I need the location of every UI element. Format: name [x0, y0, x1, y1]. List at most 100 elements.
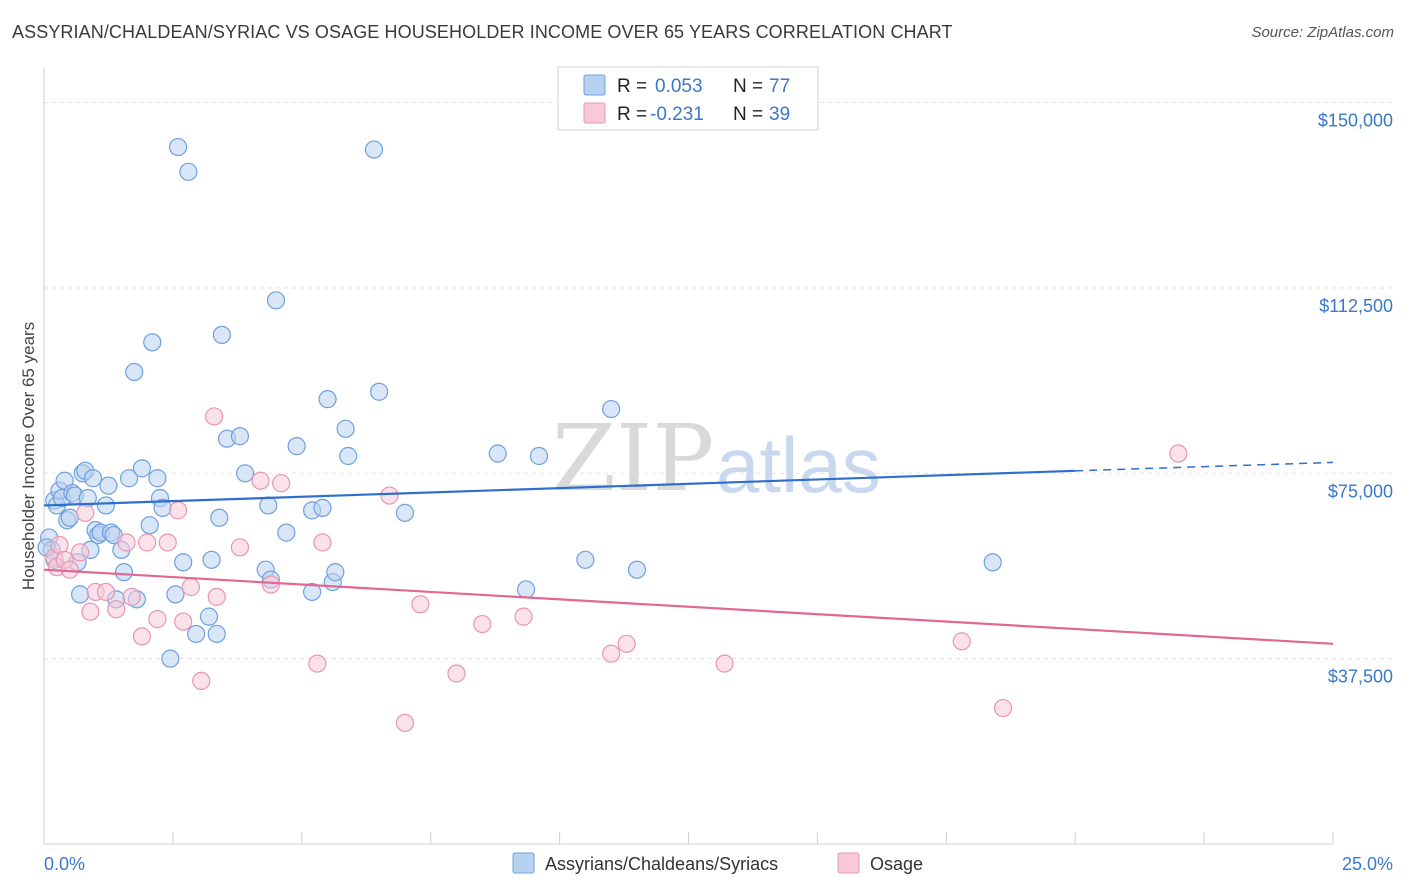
point-0-30 [125, 362, 144, 382]
x-tick-label-left: 0.0% [44, 854, 85, 874]
point-1-30 [395, 713, 415, 733]
point-1-17 [168, 501, 188, 520]
point-0-45 [202, 550, 221, 569]
point-1-10 [107, 600, 126, 619]
bottom-legend-label-assyrians: Assyrians/Chaldeans/Syriacs [545, 854, 778, 874]
point-1-23 [230, 538, 250, 557]
y-tick-label-2: $112,500 [1319, 296, 1393, 316]
point-1-40 [1169, 444, 1188, 463]
y-axis-label: Householder Income Over 65 years [19, 322, 38, 590]
point-0-18 [83, 469, 103, 488]
point-1-35 [602, 644, 621, 663]
bottom-legend-swatch-assyrians [512, 852, 535, 874]
point-1-6 [76, 503, 95, 522]
point-1-21 [205, 407, 224, 426]
legend-n-value-1: 39 [769, 104, 790, 125]
point-1-18 [174, 612, 193, 631]
point-0-23 [99, 476, 118, 495]
source-label: Source: ZipAtlas.com [1251, 24, 1394, 41]
point-0-9 [60, 508, 79, 527]
point-1-31 [411, 595, 430, 614]
point-1-26 [272, 474, 291, 493]
point-1-25 [261, 575, 280, 594]
point-0-51 [235, 464, 255, 483]
trend-extension-0 [1075, 461, 1334, 472]
point-1-33 [473, 614, 492, 634]
trend-line-0 [43, 469, 1076, 507]
point-0-61 [318, 390, 337, 409]
point-0-65 [339, 446, 358, 466]
gridlines [44, 102, 1393, 660]
point-0-69 [488, 444, 507, 463]
bottom-legend-label-osage: Osage [870, 854, 923, 874]
point-0-43 [187, 624, 206, 644]
point-1-12 [122, 587, 141, 606]
point-0-41 [174, 553, 193, 572]
chart-title: ASSYRIAN/CHALDEAN/SYRIAC VS OSAGE HOUSEH… [12, 22, 953, 42]
point-0-38 [161, 649, 180, 668]
point-1-34 [514, 607, 533, 626]
y-tick-label-3: $150,000 [1318, 111, 1393, 131]
series-assyrians [37, 137, 1002, 668]
watermark-zip: ZIP [552, 405, 714, 512]
point-0-63 [326, 563, 345, 582]
series-legend: Assyrians/Chaldeans/Syriacs Osage [512, 852, 923, 874]
trend-lines [43, 461, 1334, 645]
watermark-atlas: atlas [716, 421, 881, 509]
point-1-24 [251, 471, 270, 490]
point-0-40 [168, 137, 188, 157]
legend-n-value-0: 77 [769, 76, 790, 97]
point-0-46 [207, 624, 226, 644]
point-0-74 [627, 560, 647, 579]
point-0-67 [370, 382, 389, 401]
legend-r-value-0: 0.053 [655, 76, 703, 97]
point-1-28 [308, 654, 327, 673]
trend-line-1 [43, 568, 1334, 645]
point-1-5 [70, 543, 90, 562]
point-0-29 [119, 469, 139, 488]
point-1-7 [81, 602, 100, 621]
point-0-13 [70, 585, 90, 604]
point-0-66 [364, 140, 384, 159]
point-1-39 [993, 698, 1013, 718]
series-osage [45, 407, 1188, 733]
legend-n-label-0: N = [733, 76, 763, 97]
watermark: ZIP atlas [552, 405, 881, 512]
point-0-68 [395, 503, 415, 522]
y-tick-labels: $37,500 $75,000 $112,500 $150,000 [1318, 111, 1393, 687]
legend-swatch-assyrians [583, 74, 606, 96]
bottom-legend-swatch-osage [837, 852, 860, 874]
legend-swatch-osage [583, 102, 606, 124]
point-0-34 [143, 333, 162, 352]
point-0-70 [516, 580, 536, 599]
point-0-56 [277, 523, 296, 542]
point-0-55 [266, 291, 286, 310]
point-0-50 [230, 427, 250, 446]
point-1-15 [148, 610, 167, 629]
x-tick-marks [172, 832, 1334, 844]
point-0-60 [313, 498, 332, 517]
x-tick-label-right: 25.0% [1342, 854, 1393, 874]
point-0-73 [602, 399, 621, 419]
point-0-53 [259, 496, 278, 515]
point-1-11 [117, 533, 136, 552]
point-0-59 [303, 582, 322, 602]
point-1-22 [207, 587, 226, 606]
point-0-71 [529, 446, 549, 466]
point-1-38 [952, 632, 971, 651]
point-1-9 [96, 582, 115, 602]
point-1-20 [192, 671, 211, 690]
point-0-22 [96, 496, 115, 515]
point-1-4 [60, 560, 79, 579]
point-0-72 [576, 550, 595, 569]
legend-n-label-1: N = [733, 104, 763, 125]
legend-r-label-1: R = [617, 104, 647, 125]
point-0-48 [212, 325, 231, 345]
point-1-13 [132, 627, 152, 646]
point-1-16 [158, 533, 177, 552]
point-1-29 [380, 486, 399, 505]
point-1-36 [617, 634, 636, 653]
y-tick-label-0: $37,500 [1328, 667, 1393, 687]
y-tick-label-1: $75,000 [1328, 481, 1393, 501]
